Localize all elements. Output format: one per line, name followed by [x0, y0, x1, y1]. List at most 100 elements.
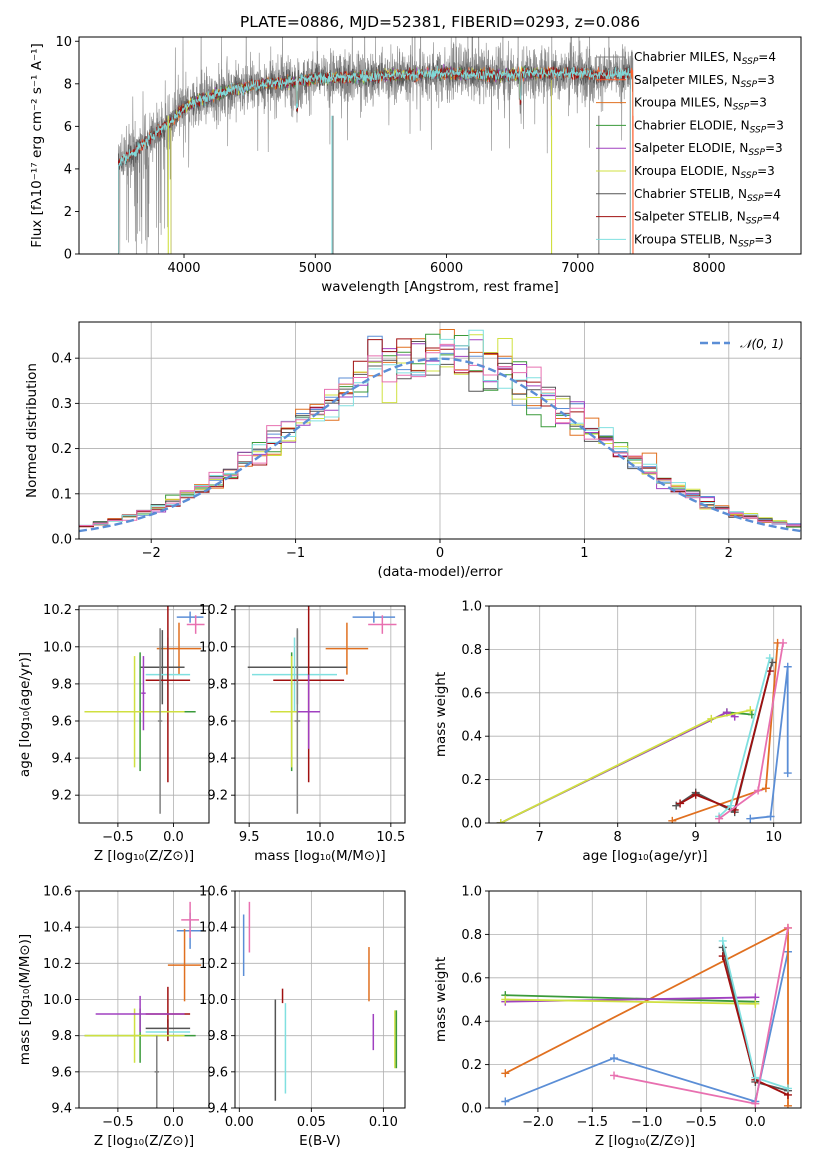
x-tick-label: 8000: [693, 261, 726, 276]
weight-marker: [501, 995, 510, 1004]
y-tick-label: 1.0: [461, 600, 482, 615]
y-tick-label: 2: [64, 205, 72, 220]
spectrum-line-1: [118, 66, 634, 254]
y-tick-label: 10.6: [199, 885, 228, 900]
y-tick-label: 10.4: [199, 921, 228, 936]
legend-label: Salpeter ELODIE, NSSP=3: [634, 141, 783, 158]
spectrum-line-7: [118, 66, 631, 254]
x-tick-label: 9: [692, 830, 700, 845]
y-tick-label: 0.8: [461, 643, 482, 658]
axes-frame: [78, 321, 802, 540]
weight-marker: [726, 801, 735, 810]
y-tick-label: 9.4: [51, 752, 72, 767]
weight-line: [505, 994, 756, 1003]
histograms: [79, 329, 801, 533]
x-tick-label: 0.00: [225, 1115, 254, 1130]
x-tick-label: 5000: [299, 261, 332, 276]
weight-series: [668, 638, 782, 823]
panel-mass_vs_ebv: 0.00 0.05 0.10 9.4 9.6 9.8 10.0 10.2 10.4 10.6 E(B…: [199, 885, 406, 1149]
weight-marker: [751, 999, 760, 1008]
legend-label: 𝒩(0, 1): [740, 337, 784, 351]
normal-curve: [79, 357, 801, 533]
x-axis-label: Z [log₁₀(Z/Z⊙)]: [595, 1133, 695, 1149]
y-axis-label: mass weight: [433, 957, 449, 1042]
y-tick-label: 10.0: [43, 993, 72, 1008]
y-tick-label: 10.0: [199, 993, 228, 1008]
y-tick-label: 10.2: [199, 957, 228, 972]
y-tick-label: 9.8: [51, 677, 72, 692]
spectrum-line-2: [118, 66, 634, 254]
weight-marker: [746, 706, 755, 715]
y-tick-label: 8: [64, 77, 72, 92]
weight-line: [718, 657, 771, 818]
axes-frame: [488, 890, 802, 1109]
histogram-5: [79, 341, 801, 527]
y-tick-label: 10.4: [43, 921, 72, 936]
data-point: [154, 1035, 159, 1108]
y-tick-label: 0.0: [51, 533, 72, 548]
weight-marker: [766, 812, 775, 821]
legend-label: Kroupa ELODIE, NSSP=3: [634, 164, 775, 181]
x-tick-label: 0.0: [745, 1115, 766, 1130]
y-tick-label: 9.8: [207, 1029, 228, 1044]
y-tick-label: 0.8: [461, 928, 482, 943]
weight-lines: [501, 923, 792, 1108]
weight-series: [496, 708, 756, 823]
weight-series: [501, 995, 760, 1008]
y-axis-label: Flux [fλ10⁻¹⁷ erg cm⁻² s⁻¹ A⁻¹]: [29, 43, 45, 248]
x-axis-label: Z [log₁₀(Z/Z⊙)]: [94, 848, 194, 864]
weight-marker: [691, 790, 700, 799]
weight-marker: [783, 769, 792, 778]
spectrum-lines: [118, 37, 634, 254]
data-point: [95, 995, 185, 1033]
weight-marker: [754, 786, 763, 795]
axes-frame: [78, 605, 210, 824]
axes-frame: [78, 36, 802, 255]
x-tick-label: 8: [614, 830, 622, 845]
x-tick-label: 10.0: [306, 830, 335, 845]
x-tick-label: 7000: [561, 261, 594, 276]
y-tick-label: 10.0: [43, 640, 72, 655]
x-tick-label: 6000: [430, 261, 463, 276]
x-axis-label: age [log₁₀(age/yr)]: [582, 848, 707, 864]
weight-series: [718, 936, 792, 1093]
x-tick-label: −0.5: [685, 1115, 717, 1130]
x-tick-label: −0.5: [102, 830, 134, 845]
y-tick-label: 9.8: [207, 677, 228, 692]
weight-marker: [783, 923, 792, 932]
x-tick-label: 7: [536, 830, 544, 845]
y-tick-label: 0.4: [51, 352, 72, 367]
axes-frame: [234, 605, 406, 824]
panel-age_vs_Z: −0.5 0.0 9.2 9.4 9.6 9.8 10.0 10.2 Z [log₁₀(Z/Z⊙…: [17, 603, 210, 864]
x-tick-label: 9.5: [239, 830, 260, 845]
weight-series: [672, 658, 777, 817]
y-tick-label: 0.0: [461, 817, 482, 832]
y-tick-label: 10.2: [43, 957, 72, 972]
weight-marker: [501, 1097, 510, 1106]
weight-marker: [783, 1084, 792, 1093]
weight-marker: [715, 814, 724, 823]
y-tick-label: 0.4: [461, 1015, 482, 1030]
x-tick-label: −0.5: [102, 1115, 134, 1130]
x-tick-label: −1.0: [631, 1115, 663, 1130]
panel-residuals: −2 −1 0 1 2 0.0 0.1 0.2 0.3 0.4 (data-model)/error…: [24, 321, 802, 580]
y-tick-label: 0.6: [461, 971, 482, 986]
weight-series: [746, 662, 792, 823]
x-tick-label: 10: [765, 830, 782, 845]
data-point: [294, 628, 301, 814]
weight-marker: [751, 1073, 760, 1082]
y-axis-label: mass [log₁₀(M/M⊙)]: [17, 934, 33, 1065]
legend-label: Chabrier STELIB, NSSP=4: [634, 187, 781, 204]
weight-series: [610, 923, 792, 1108]
x-tick-label: 4000: [167, 261, 200, 276]
y-tick-label: 0: [64, 248, 72, 263]
y-tick-label: 10.2: [199, 603, 228, 618]
error-bars: [242, 901, 398, 1101]
data-point: [352, 611, 396, 623]
y-tick-label: 0.2: [461, 773, 482, 788]
weight-marker: [765, 654, 774, 663]
y-axis-label: Normed distribution: [24, 363, 40, 498]
data-point: [84, 1008, 185, 1063]
x-tick-label: 0.05: [297, 1115, 326, 1130]
